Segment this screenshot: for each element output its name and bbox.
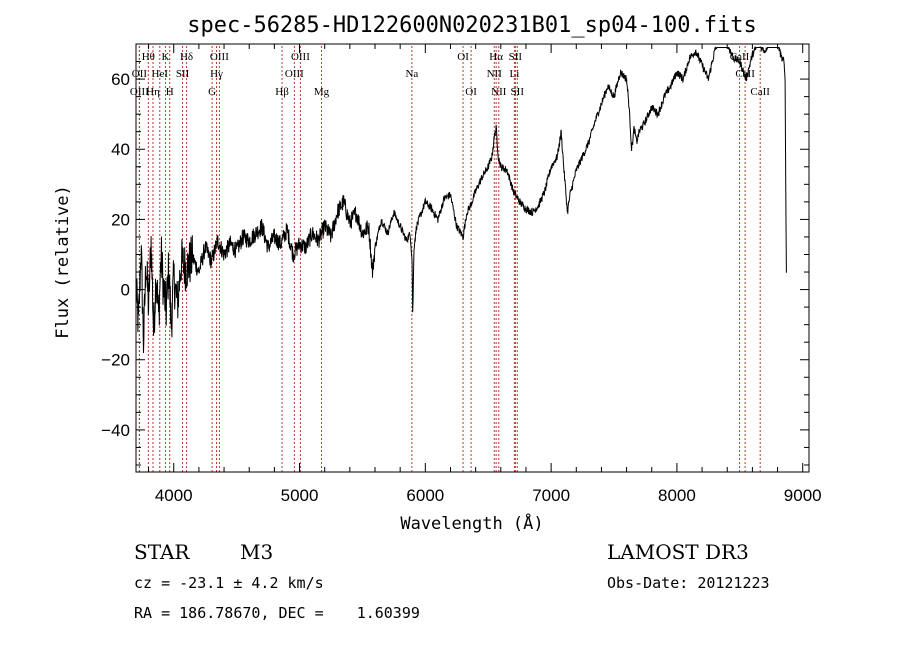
line-label: OI — [465, 86, 477, 98]
dec-value: 1.60399 — [356, 604, 420, 622]
x-tick-label: 7000 — [532, 486, 570, 505]
dec-label: , DEC = — [260, 604, 333, 622]
y-tick-label: 20 — [111, 210, 130, 229]
x-tick-label: 8000 — [658, 486, 696, 505]
line-label: OIII — [291, 51, 310, 63]
line-label: Hγ — [210, 68, 223, 80]
coordinates-readout: RA = 186.78670, DEC = 1.60399 — [134, 604, 420, 622]
y-tick-label: −40 — [101, 421, 130, 440]
y-tick-label: 0 — [121, 281, 130, 300]
redshift-readout: cz = -23.1 ± 4.2 km/s — [134, 574, 324, 592]
cz-error: 4.2 — [251, 574, 279, 592]
line-label: SII — [176, 68, 190, 80]
obs-date-value: 20121223 — [697, 574, 770, 592]
spectrum-line — [135, 46, 787, 354]
y-tick-label: 60 — [111, 70, 130, 89]
line-label: CaII — [750, 86, 770, 98]
line-label: Mg — [314, 86, 330, 98]
x-tick-label: 6000 — [406, 486, 444, 505]
chart-title: spec-56285-HD122600N020231B01_sp04-100.f… — [187, 13, 757, 38]
line-label: OIII — [210, 51, 229, 63]
cz-unit: km/s — [278, 574, 324, 592]
cz-separator: ± — [224, 574, 252, 592]
x-axis-label: Wavelength (Å) — [400, 512, 543, 534]
line-label: OI — [457, 51, 469, 63]
line-label: Hβ — [275, 86, 289, 98]
line-label: G — [208, 86, 216, 98]
spectral-line-labels: Hθ K Hδ OIII OIII OI Hα SII CaII OII HeI SII Hγ OIII N… — [130, 51, 770, 98]
obs-date-label: Obs-Date: — [607, 574, 698, 592]
line-label: Hδ — [180, 51, 193, 63]
spectral-line-markers — [138, 46, 761, 472]
x-tick-label: 5000 — [281, 486, 319, 505]
cz-value: -23.1 — [179, 574, 225, 592]
line-label: SII — [509, 51, 523, 63]
line-label: NII — [487, 68, 503, 80]
line-label: HeI — [152, 68, 169, 80]
ra-value: 186.78670 — [179, 604, 261, 622]
line-label: Na — [405, 68, 418, 80]
y-axis: −40 −20 0 20 40 60 — [101, 43, 809, 466]
line-label: H — [166, 86, 174, 98]
line-label: OII — [132, 68, 148, 80]
x-axis: 4000 5000 6000 7000 8000 9000 — [148, 44, 822, 505]
line-label: OIII — [130, 86, 149, 98]
plot-frame — [135, 43, 810, 473]
line-label: SII — [511, 86, 525, 98]
y-tick-label: −20 — [101, 351, 130, 370]
line-label: Li — [509, 68, 519, 80]
survey-label: LAMOST DR3 — [607, 540, 749, 564]
y-tick-label: 40 — [111, 140, 130, 159]
x-tick-label: 9000 — [784, 486, 822, 505]
cz-prefix: cz = — [134, 574, 180, 592]
object-subclass: M3 — [240, 540, 274, 564]
line-label: OIII — [285, 68, 304, 80]
line-label: K — [161, 51, 169, 63]
line-label: Hη — [146, 86, 160, 98]
line-label: NII — [491, 86, 507, 98]
y-axis-label: Flux (relative) — [53, 185, 73, 339]
line-label: Hθ — [142, 51, 155, 63]
object-class: STAR — [134, 540, 190, 564]
obs-date-readout: Obs-Date: 20121223 — [607, 574, 770, 592]
ra-label: RA = — [134, 604, 180, 622]
line-label: Hα — [489, 51, 503, 63]
x-tick-label: 4000 — [155, 486, 193, 505]
